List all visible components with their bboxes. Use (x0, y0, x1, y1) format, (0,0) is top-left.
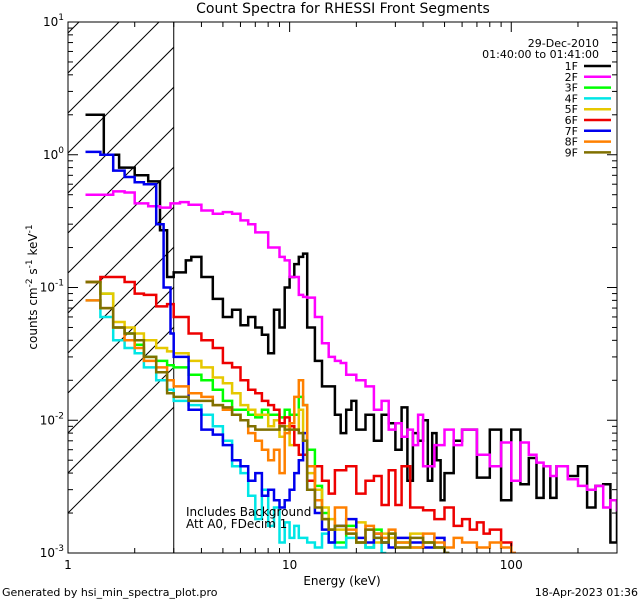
y-tick-label: 101 (43, 13, 64, 29)
legend-date: 29-Dec-2010 (528, 37, 599, 50)
legend-label-6F: 6F (565, 114, 578, 127)
series-lines (85, 113, 617, 553)
x-tick-label: 10 (282, 558, 297, 572)
chart-title: Count Spectra for RHESSI Front Segments (196, 1, 490, 17)
series-line-8F (85, 299, 516, 553)
note-background: Includes Background (186, 505, 311, 519)
y-tick-label: 10-3 (40, 544, 64, 560)
x-tick-labels: 1 10 100 (64, 558, 523, 572)
note-attenuator: Att A0, FDecim 1 (186, 517, 287, 531)
series-line-4F (85, 299, 387, 553)
y-tick-label: 10-2 (40, 411, 64, 427)
legend-time-range: 01:40:00 to 01:41:00 (482, 48, 599, 61)
attenuator-hatch-region (68, 22, 174, 514)
x-axis-label: Energy (keV) (303, 574, 380, 588)
hatch-line (68, 46, 174, 154)
footer-generated-by: Generated by hsi_min_spectra_plot.pro (2, 586, 218, 599)
series-line-2F (85, 190, 617, 512)
footer-timestamp: 18-Apr-2023 01:36 (535, 586, 638, 599)
legend-label-7F: 7F (565, 125, 578, 138)
plot-frame (67, 21, 618, 554)
x-tick-label: 100 (500, 558, 523, 572)
legend-label-9F: 9F (565, 146, 578, 159)
legend-label-1F: 1F (565, 60, 578, 73)
hatch-line (68, 406, 174, 514)
legend-label-2F: 2F (565, 71, 578, 84)
hatch-line (68, 126, 174, 234)
legend-label-5F: 5F (565, 103, 578, 116)
hatch-line (68, 86, 174, 194)
series-line-9F (85, 280, 450, 553)
y-tick-label: 10-1 (40, 279, 64, 295)
legend-label-3F: 3F (565, 82, 578, 95)
axis-ticks (67, 21, 618, 554)
y-tick-labels: 10-3 10-2 10-1 100 101 (40, 13, 65, 560)
x-tick-label: 1 (64, 558, 72, 572)
y-tick-label: 100 (43, 146, 64, 162)
y-axis-label: counts cm-2 s-1 keV-1 (25, 224, 40, 349)
legend-label-8F: 8F (565, 136, 578, 149)
legend-label-4F: 4F (565, 92, 578, 105)
series-line-1F (85, 113, 617, 544)
